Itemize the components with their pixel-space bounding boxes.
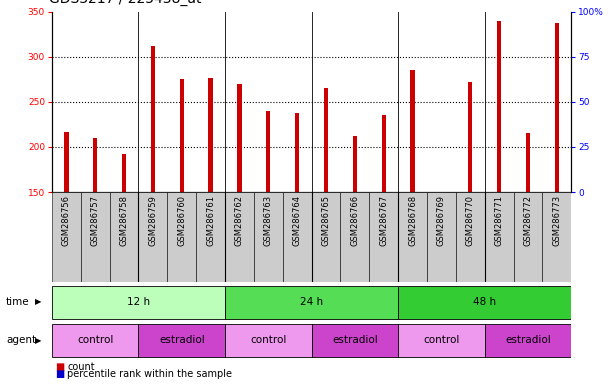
Bar [497,20,501,192]
Bar [427,192,456,282]
Bar [398,324,485,357]
Bar [295,113,299,192]
Text: GSM286763: GSM286763 [264,195,273,246]
Text: count: count [67,362,95,372]
Text: agent: agent [6,335,36,345]
Text: GSM286758: GSM286758 [120,195,128,246]
Bar [167,192,196,282]
Bar [369,192,398,282]
Bar [225,286,398,319]
Bar [225,192,254,282]
Bar [196,192,225,282]
Text: percentile rank within the sample: percentile rank within the sample [67,369,232,379]
Bar [312,324,398,357]
Text: GSM286756: GSM286756 [62,195,71,246]
Bar [485,192,514,282]
Bar [266,111,271,192]
Bar [398,192,427,282]
Bar [543,192,571,282]
Bar [468,82,472,192]
Text: 24 h: 24 h [300,297,323,307]
Text: ■: ■ [55,369,64,379]
Bar [225,324,312,357]
Text: GSM286770: GSM286770 [466,195,475,246]
Bar [324,88,328,192]
Text: estradiol: estradiol [159,335,205,345]
Text: GSM286766: GSM286766 [350,195,359,246]
Text: GSM286767: GSM286767 [379,195,388,246]
Text: GSM286761: GSM286761 [206,195,215,246]
Text: GSM286765: GSM286765 [321,195,331,246]
Bar [555,23,559,192]
Bar [81,192,109,282]
Bar [398,286,571,319]
Bar [456,192,485,282]
Text: GSM286768: GSM286768 [408,195,417,246]
Text: GSM286764: GSM286764 [293,195,302,246]
Text: ▶: ▶ [35,297,42,306]
Bar [52,286,225,319]
Text: GSM286769: GSM286769 [437,195,446,246]
Text: GDS3217 / 225438_at: GDS3217 / 225438_at [49,0,202,6]
Bar [237,84,241,192]
Text: estradiol: estradiol [332,335,378,345]
Bar [526,133,530,192]
Text: control: control [250,335,287,345]
Text: control: control [77,335,114,345]
Bar [411,70,415,192]
Bar [52,324,139,357]
Text: estradiol: estradiol [505,335,551,345]
Text: GSM286760: GSM286760 [177,195,186,246]
Text: ▶: ▶ [35,336,42,344]
Bar [283,192,312,282]
Text: 48 h: 48 h [473,297,496,307]
Text: ■: ■ [55,362,64,372]
Bar [52,192,81,282]
Bar [139,192,167,282]
Bar [514,192,543,282]
Text: GSM286771: GSM286771 [495,195,503,246]
Bar [208,78,213,192]
Text: GSM286762: GSM286762 [235,195,244,246]
Bar [340,192,369,282]
Bar [64,132,68,192]
Bar [93,138,97,192]
Text: GSM286757: GSM286757 [90,195,100,246]
Bar [485,324,571,357]
Bar [180,79,184,192]
Text: GSM286772: GSM286772 [524,195,533,246]
Text: GSM286773: GSM286773 [552,195,562,246]
Bar [312,192,340,282]
Bar [151,46,155,192]
Text: control: control [423,335,459,345]
Text: time: time [6,297,30,307]
Bar [382,115,386,192]
Text: GSM286759: GSM286759 [148,195,158,246]
Bar [139,324,225,357]
Bar [254,192,283,282]
Bar [122,154,126,192]
Bar [109,192,139,282]
Bar [353,136,357,192]
Text: 12 h: 12 h [127,297,150,307]
